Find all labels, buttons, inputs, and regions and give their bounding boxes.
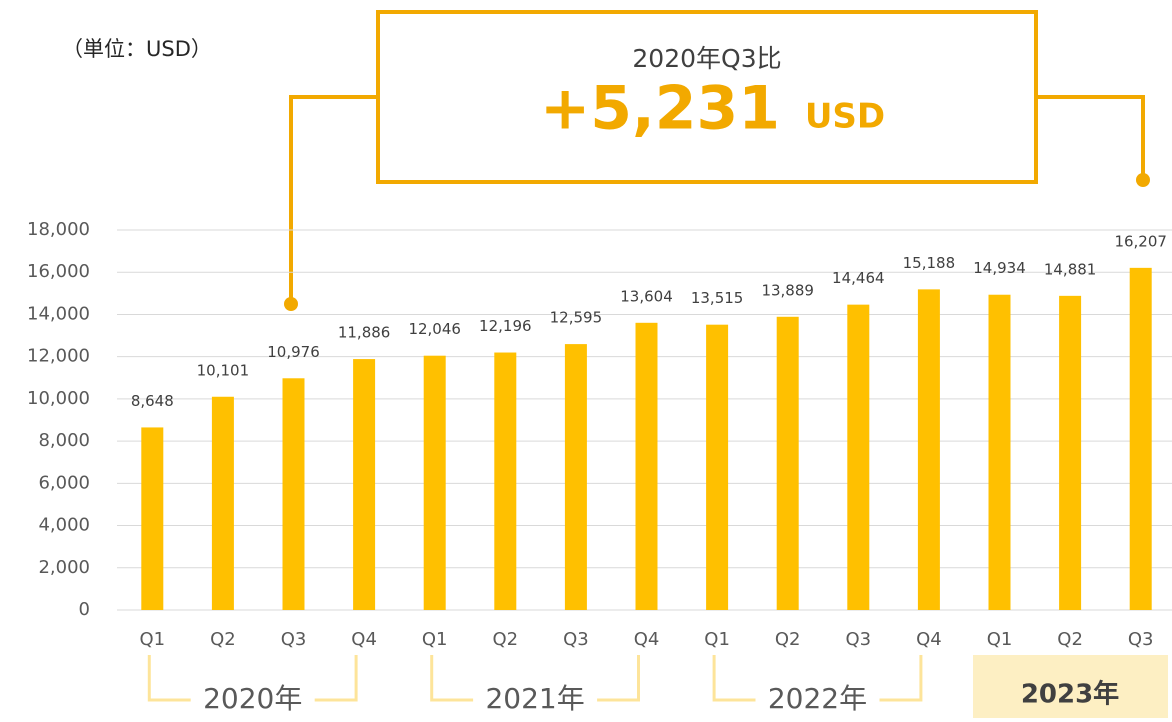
annotation-unit: USD (805, 97, 885, 137)
x-tick-label: Q4 (351, 629, 377, 650)
bar (635, 322, 658, 610)
group-box (973, 655, 1168, 718)
group-label: 2021年 (485, 682, 584, 715)
group-label: 2020年 (203, 682, 302, 715)
data-label: 13,604 (620, 287, 673, 305)
data-label: 8,648 (131, 392, 174, 410)
group-label: 2022年 (768, 682, 867, 715)
connector-dot (1136, 173, 1150, 187)
bar (847, 304, 870, 610)
y-tick-label: 8,000 (38, 430, 90, 451)
bar (353, 359, 376, 610)
annotation-box (376, 10, 1038, 184)
data-label: 15,188 (903, 254, 956, 272)
bar (1129, 267, 1152, 610)
bar (282, 378, 305, 610)
data-label: 12,196 (479, 317, 532, 335)
data-label: 14,881 (1044, 260, 1097, 278)
x-tick-label: Q2 (775, 629, 801, 650)
x-tick-label: Q3 (281, 629, 307, 650)
bar (706, 324, 729, 610)
annotation-value: +5,231 (540, 74, 780, 144)
x-tick-label: Q3 (563, 629, 589, 650)
y-tick-label: 18,000 (27, 219, 90, 240)
x-tick-label: Q4 (916, 629, 942, 650)
group-bracket (430, 655, 474, 702)
data-label: 14,934 (973, 259, 1026, 277)
y-tick-label: 6,000 (38, 472, 90, 493)
data-label: 10,101 (197, 361, 250, 379)
group-bracket (147, 655, 191, 702)
connector (289, 95, 378, 303)
x-tick-label: Q4 (634, 629, 660, 650)
y-tick-label: 14,000 (27, 303, 90, 324)
x-tick-label: Q1 (139, 629, 165, 650)
bar (564, 344, 587, 610)
x-tick-label: Q1 (704, 629, 730, 650)
data-label: 12,046 (408, 320, 461, 338)
x-tick-label: Q1 (987, 629, 1013, 650)
group-bracket (879, 655, 923, 702)
y-tick-label: 16,000 (27, 261, 90, 282)
x-tick-label: Q2 (210, 629, 236, 650)
y-tick-label: 0 (79, 599, 90, 620)
y-tick-label: 4,000 (38, 515, 90, 536)
x-tick-label: Q1 (422, 629, 448, 650)
bar (988, 294, 1011, 610)
data-label: 14,464 (832, 269, 885, 287)
annotation: 2020年Q3比 +5,231 USD (284, 10, 1150, 311)
connector-dot (284, 297, 298, 311)
y-tick-label: 12,000 (27, 346, 90, 367)
bar (423, 355, 446, 610)
bar (1059, 295, 1082, 610)
bar (141, 427, 164, 610)
annotation-title: 2020年Q3比 (632, 44, 781, 73)
bar (917, 289, 940, 610)
x-tick-label: Q3 (1128, 629, 1154, 650)
bar (211, 396, 234, 610)
group-bracket (314, 655, 358, 702)
data-label: 13,889 (761, 281, 814, 299)
group-bracket (597, 655, 640, 702)
data-label: 11,886 (338, 324, 391, 342)
bar (776, 316, 799, 610)
group-label: 2023年 (1021, 679, 1119, 710)
data-label: 12,595 (550, 309, 603, 327)
y-tick-label: 2,000 (38, 557, 90, 578)
y-tick-label: 10,000 (27, 388, 90, 409)
connector (1036, 95, 1145, 180)
data-label: 13,515 (691, 289, 744, 307)
group-bracket (712, 655, 756, 702)
x-tick-label: Q3 (845, 629, 871, 650)
data-label: 10,976 (267, 343, 320, 361)
x-tick-label: Q2 (1057, 629, 1083, 650)
data-label: 16,207 (1114, 232, 1167, 250)
bar (494, 352, 517, 610)
unit-label: （単位：USD） (62, 37, 212, 61)
x-tick-label: Q2 (492, 629, 518, 650)
